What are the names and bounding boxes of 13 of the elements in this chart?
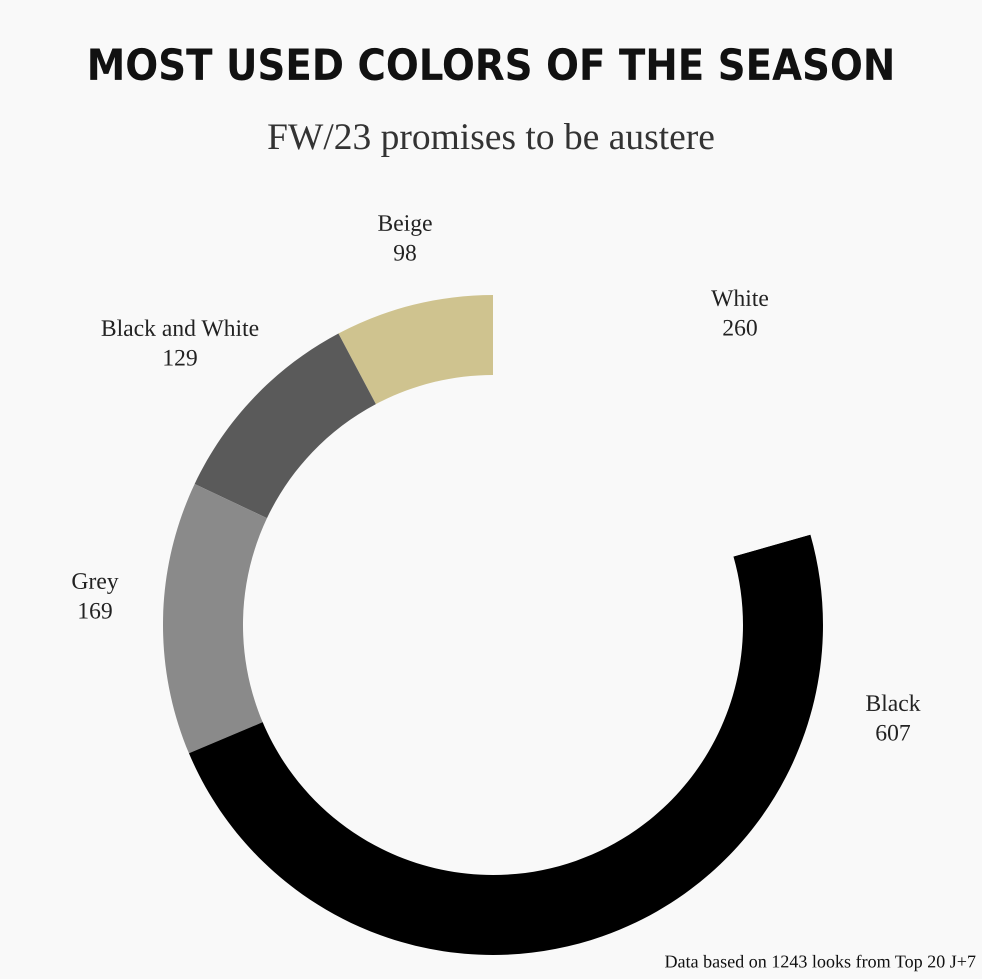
data-label: 260 (723, 320, 757, 336)
slice-label: Black and White (102, 319, 258, 336)
chart-subtitle: FW/23 promises to be austere (268, 122, 714, 158)
text: Data based on 1243 looks from Top 20 J+7 (665, 954, 976, 972)
slice-label: Black (866, 694, 921, 712)
slice-label: White (711, 289, 768, 306)
slice-label: Beige (378, 215, 432, 236)
data-label: 607 (876, 724, 910, 741)
data-label: 129 (164, 350, 197, 366)
data-label: 169 (79, 602, 112, 619)
slice-label: Grey (72, 573, 119, 594)
data-label: 98 (394, 244, 416, 261)
chart-title: MOST USED COLORS OF THE SEASON (90, 48, 892, 80)
